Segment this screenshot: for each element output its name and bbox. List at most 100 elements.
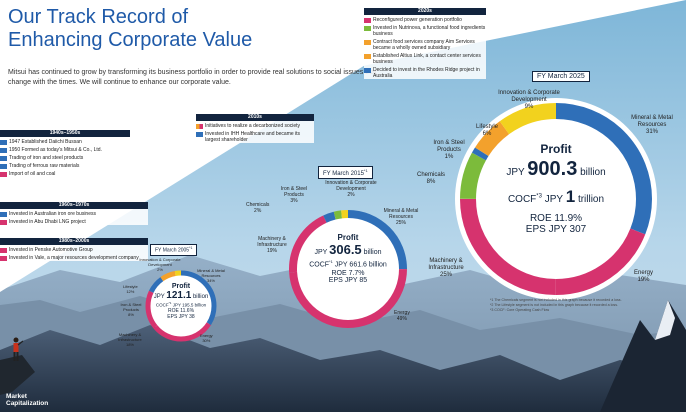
donut-fy2005 [145,270,217,342]
era-1980s-box: 1980s–2000s Invested in Penske Automotiv… [0,238,148,261]
eps-label: EPS [328,277,343,285]
hiker-figure [13,337,24,361]
cocf-label: COCF [155,302,169,308]
era-item-text: 1947 Established Daiichi Bussan [9,139,82,145]
donut-fy2025 [455,98,657,300]
fy2025-label-iron: Iron & Steel Products 1% [426,140,472,161]
era-item: Import of oil and coal [0,171,130,177]
segment-pct: 3% [290,198,298,204]
era-item-text: Invested in Abu Dhabi LNG project [9,219,86,225]
era-item-text: Established Altius Link, a contact cente… [373,53,481,65]
profit-value: 121.1 [166,290,192,301]
era-item: Decided to invest in the Rhodes Ridge pr… [364,67,486,79]
market-cap-label: Market Capitalization [6,393,49,407]
era-item-text: Invested in IHH Healthcare and became it… [205,131,301,143]
fy2015-label-energy: Energy 49% [394,310,410,322]
color-swatch [364,39,371,45]
segment-pct: 31% [645,129,658,135]
fy2025-label-machinery: Machinery & Infrastructure 25% [420,258,472,279]
cocf-unit: trillion [577,194,605,205]
segment-pct: 30% [202,338,211,343]
era-heading: 1960s–1970s [0,202,148,209]
profit-label: Profit [171,283,191,290]
era-item: Trading of iron and steel products [0,155,130,161]
era-item: Initiatives to realize a decarbonized so… [196,123,314,129]
segment-name: Lifestyle [123,284,138,289]
segment-name: Mineral & Metal Resources [383,208,419,220]
profit-value: 900.3 [527,158,578,180]
era-item: Invested in IHH Healthcare and became it… [196,131,314,143]
footnote-2: *2 The Lifestyle segment is not included… [490,303,618,307]
eps-line: EPS JPY 38 [148,314,214,320]
segment-pct: 2% [157,267,163,272]
era-item: Contract food services company Aim Servi… [364,39,486,51]
fy2025-year-label: FY March 2025 [532,71,590,82]
cocf-prefix: JPY [544,194,563,205]
era-item: Invested in Australian iron ore business [0,211,148,217]
eps-label: EPS [167,313,178,320]
cocf-line: COCF*1 JPY 195.5 billion [148,301,214,308]
eps-value: JPY 38 [178,313,195,320]
eps-value: JPY 85 [344,277,368,285]
color-swatch [0,155,7,161]
title-line-2: Enhancing Corporate Value [8,29,253,51]
fy2025-label-mineral: Mineral & Metal Resources 31% [624,115,680,136]
profit-label: Profit [337,233,359,242]
profit-unit: billion [580,167,606,178]
fy2025-label-innovation: Innovation & Corporate Development 9% [486,90,572,111]
eps-line: EPS JPY 307 [476,224,636,235]
color-swatch [0,211,7,217]
roe-line: ROE 11.6% [148,308,214,314]
era-item-text: Invested in Nutrinova, a functional food… [373,25,486,37]
fy2025-label-chemicals: Chemicals 8% [417,172,445,186]
segment-name: Machinery & Infrastructure [428,258,464,271]
fy2025-center: Profit JPY 900.3 billion COCF*3 JPY 1 tr… [476,142,636,235]
segment-name: Chemicals [246,202,270,208]
profit-line: JPY 121.1 billion [148,290,214,301]
era-item: 1947 Established Daiichi Bussan [0,139,130,145]
cocf-sup: *1 [168,301,172,305]
color-swatch [364,67,371,73]
era-item-text: Contract food services company Aim Servi… [373,39,475,51]
segment-pct: 8% [128,312,134,317]
segment-pct: 12% [126,289,135,294]
segment-pct: 19% [637,277,650,283]
footnote-1: *1 The Chemicals segment is not included… [490,298,622,302]
fy2005-label-iron: Iron & Steel Products 8% [118,302,144,317]
segment-innovation [145,270,217,342]
era-2020s-box: 2020s Reconfigured power generation port… [364,8,486,79]
year-text: FY March 2015 [323,171,364,177]
fy2025-label-energy: Energy 19% [634,270,653,284]
profit-label: Profit [540,142,572,156]
color-swatch [0,255,7,261]
segment-name: Mineral & Metal Resources [197,268,225,278]
segment-pct: 49% [396,316,407,322]
eps-label: EPS [525,224,546,235]
footnotes: *1 The Chemicals segment is not included… [490,298,622,313]
profit-value: 306.5 [329,242,362,257]
roe-label: ROE [167,307,179,314]
era-item: Invested in Nutrinova, a functional food… [364,25,486,37]
color-swatch [0,139,7,145]
intro-text: Mitsui has continued to grow by transfor… [8,69,377,86]
segment-energy [289,210,407,328]
fy2005-label-mineral: Mineral & Metal Resources 34% [196,268,226,283]
era-heading: 2020s [364,8,486,15]
era-item-text: Decided to invest in the Rhodes Ridge pr… [373,67,480,79]
segment-innovation [460,103,652,295]
segment-pct: 6% [482,131,492,137]
roe-line: ROE 7.7% [298,270,398,277]
era-item-text: Import of oil and coal [9,171,56,177]
color-swatch [0,247,7,253]
segment-pct: 18% [125,342,134,347]
color-swatch [364,53,371,59]
segment-name: Energy [200,333,213,338]
era-item: Trading of ferrous raw materials [0,163,130,169]
era-item-text: Invested in Penske Automotive Group [9,247,93,253]
segment-name: Machinery & Infrastructure [257,236,287,248]
roe-value: 11.9% [554,213,583,224]
segment-pct: 25% [395,220,406,226]
roe-label: ROE [331,270,347,278]
segment-energy [460,103,652,295]
fy2015-center: Profit JPY 306.5 billion COCF*1 JPY 661.… [298,233,398,284]
